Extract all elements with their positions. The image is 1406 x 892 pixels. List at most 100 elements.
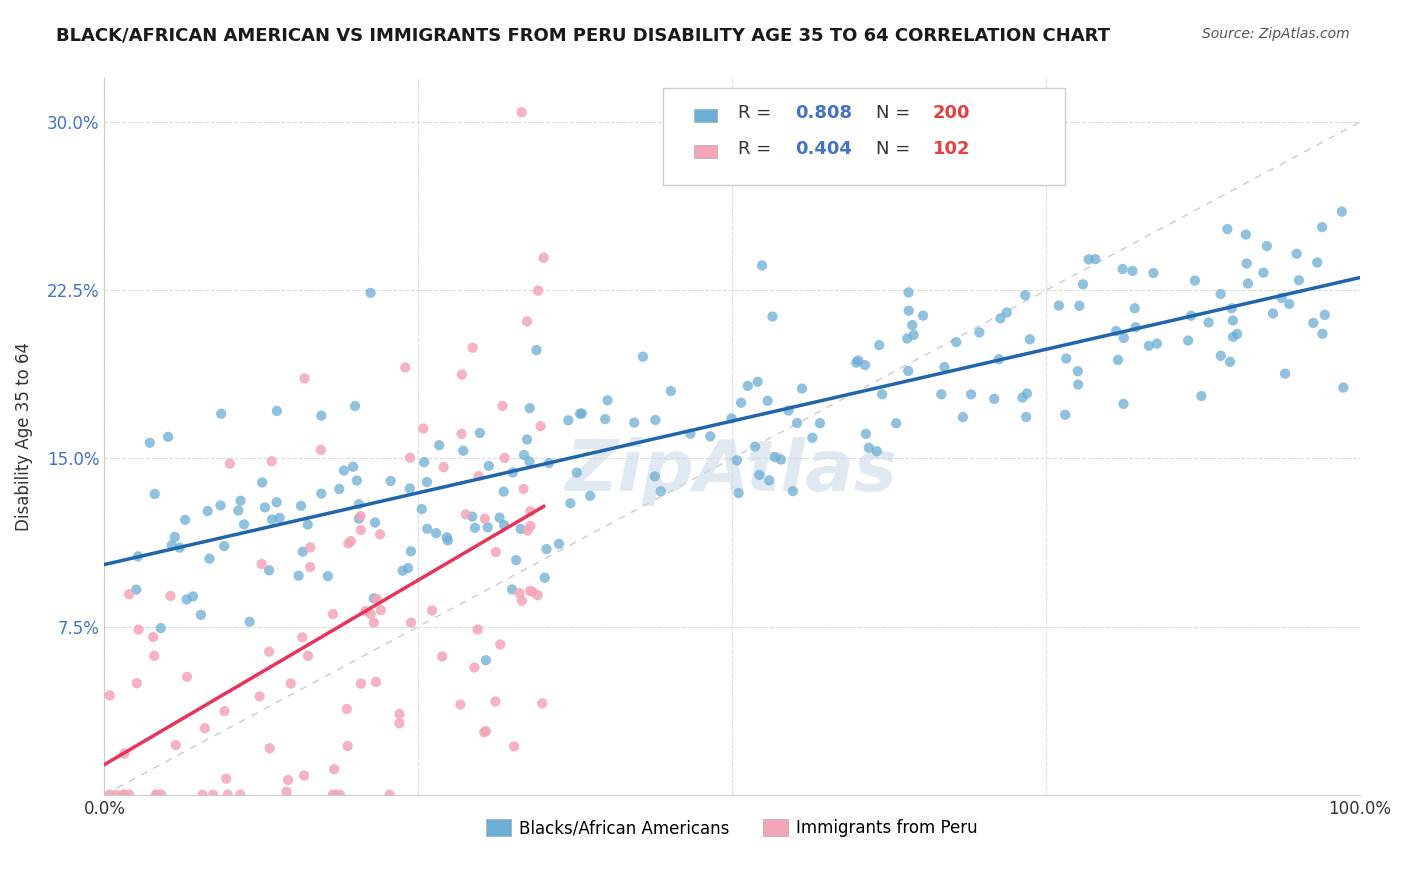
Point — [360, 607, 382, 621]
Point — [1015, 386, 1038, 401]
Point — [464, 521, 486, 535]
Point — [323, 762, 346, 776]
Point — [484, 694, 506, 708]
Point — [1312, 326, 1334, 341]
Point — [897, 285, 920, 300]
Point — [801, 431, 824, 445]
Point — [516, 314, 538, 328]
Point — [533, 251, 555, 265]
Point — [519, 454, 541, 468]
Point — [845, 356, 868, 370]
Point — [420, 603, 443, 617]
Point — [866, 444, 889, 458]
Point — [744, 440, 766, 454]
Point — [1180, 309, 1202, 323]
Point — [292, 768, 315, 782]
Point — [485, 545, 508, 559]
Point — [912, 309, 935, 323]
Text: ZipAtlas: ZipAtlas — [567, 437, 898, 507]
Point — [436, 533, 458, 548]
Point — [1111, 262, 1133, 277]
Point — [516, 433, 538, 447]
Point — [461, 341, 484, 355]
Point — [266, 404, 288, 418]
Point — [990, 311, 1012, 326]
Point — [519, 401, 541, 416]
Point — [987, 352, 1010, 367]
Point — [396, 561, 419, 575]
Point — [290, 499, 312, 513]
Point — [1189, 389, 1212, 403]
FancyBboxPatch shape — [695, 145, 717, 158]
Point — [364, 675, 387, 690]
Point — [1014, 288, 1036, 302]
Point — [1310, 220, 1333, 235]
Point — [529, 419, 551, 434]
Point — [531, 697, 554, 711]
Point — [1261, 306, 1284, 320]
Point — [368, 527, 391, 541]
Point — [1105, 324, 1128, 338]
Point — [537, 456, 560, 470]
Point — [266, 495, 288, 509]
Point — [257, 563, 280, 577]
Point — [846, 353, 869, 368]
Point — [125, 582, 148, 597]
Point — [364, 516, 387, 530]
Text: N =: N = — [876, 104, 917, 122]
Point — [118, 587, 141, 601]
Point — [378, 788, 401, 802]
Point — [513, 448, 536, 462]
Point — [929, 387, 952, 401]
Point — [488, 510, 510, 524]
Point — [758, 473, 780, 487]
Point — [761, 310, 783, 324]
Point — [644, 413, 666, 427]
Point — [157, 430, 180, 444]
Point — [533, 571, 555, 585]
Point — [291, 544, 314, 558]
Point — [526, 588, 548, 602]
Point — [1125, 320, 1147, 334]
Point — [725, 453, 748, 467]
Point — [433, 460, 456, 475]
Point — [260, 512, 283, 526]
Point — [897, 303, 920, 318]
Point — [311, 486, 333, 500]
Point — [467, 469, 489, 483]
Point — [337, 536, 360, 550]
Point — [253, 500, 276, 515]
Point — [436, 530, 458, 544]
Text: 0.404: 0.404 — [794, 140, 852, 158]
Point — [299, 541, 322, 555]
Point — [751, 259, 773, 273]
Point — [858, 441, 880, 455]
Point — [202, 788, 225, 802]
Y-axis label: Disability Age 35 to 64: Disability Age 35 to 64 — [15, 342, 32, 531]
Point — [259, 741, 281, 756]
Point — [1077, 252, 1099, 267]
Point — [884, 417, 907, 431]
Point — [650, 484, 672, 499]
Point — [516, 524, 538, 538]
Point — [239, 615, 262, 629]
Point — [1107, 352, 1129, 367]
Point — [983, 392, 1005, 406]
Text: N =: N = — [876, 140, 917, 158]
Point — [623, 416, 645, 430]
Point — [360, 285, 382, 300]
Point — [1271, 291, 1294, 305]
Point — [934, 359, 956, 374]
Point — [165, 738, 187, 752]
Point — [249, 690, 271, 704]
Point — [808, 416, 831, 430]
Point — [510, 593, 533, 607]
Point — [346, 474, 368, 488]
Point — [569, 407, 592, 421]
Point — [474, 511, 496, 525]
Point — [309, 442, 332, 457]
Point — [1234, 227, 1257, 242]
Point — [1146, 336, 1168, 351]
Point — [512, 482, 534, 496]
Point — [190, 607, 212, 622]
